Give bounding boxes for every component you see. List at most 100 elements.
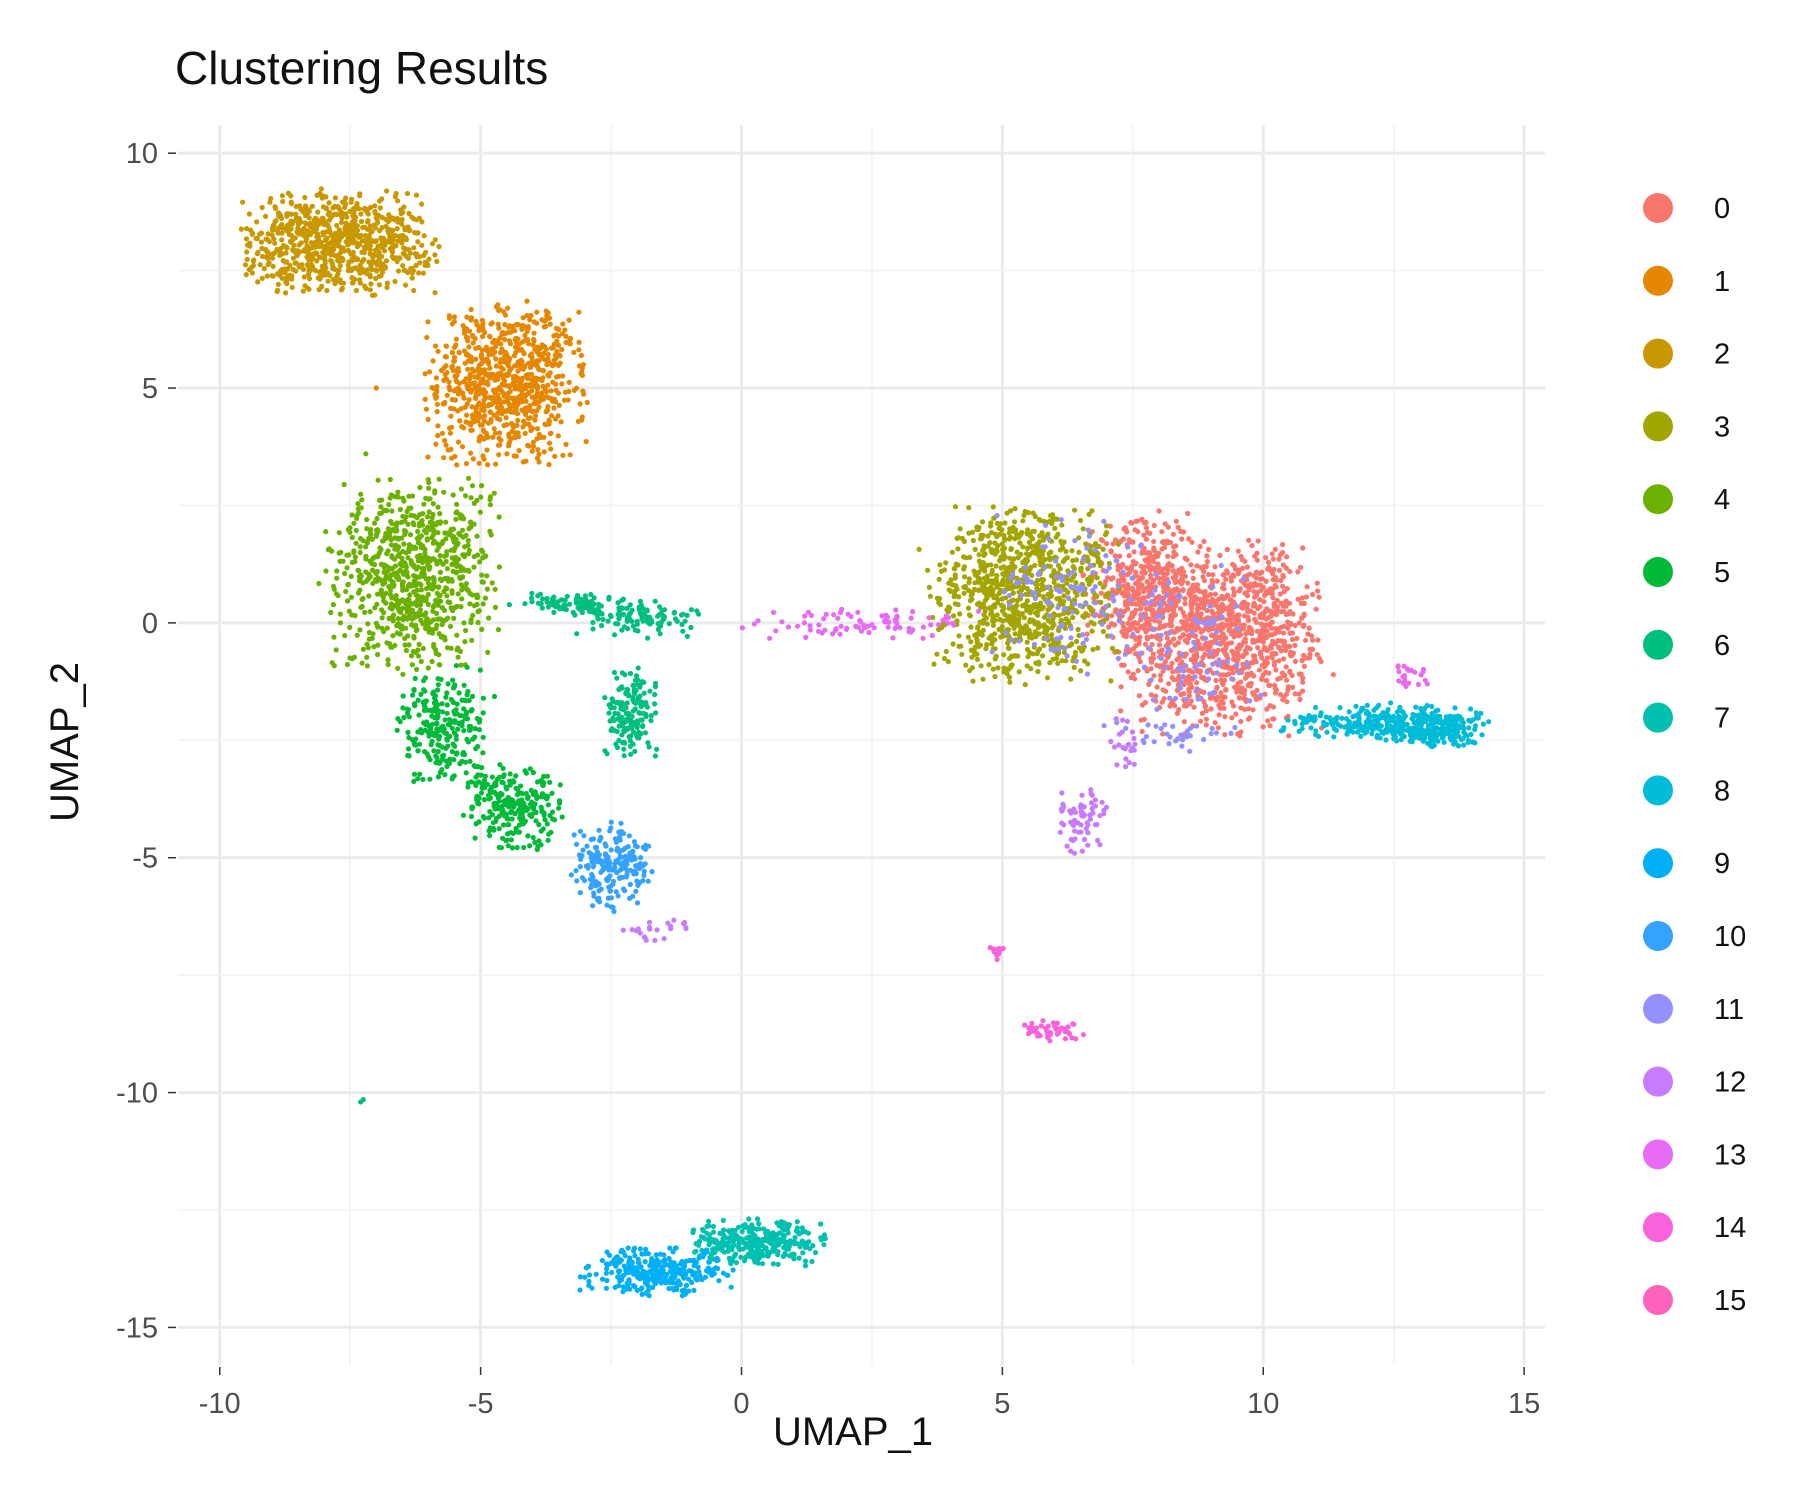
point [989, 641, 995, 647]
point [531, 400, 538, 406]
point [916, 546, 922, 552]
point [477, 422, 483, 428]
point [407, 592, 413, 598]
point [974, 637, 980, 643]
point [247, 243, 253, 249]
point [1266, 670, 1272, 676]
point [543, 346, 549, 352]
point [378, 235, 384, 241]
point [990, 618, 996, 624]
point [361, 244, 367, 250]
point [562, 327, 568, 333]
point [351, 520, 357, 526]
point [354, 232, 361, 238]
point [279, 237, 285, 243]
point [484, 358, 490, 364]
point [451, 358, 457, 364]
point [273, 205, 279, 211]
point [474, 594, 480, 601]
point [367, 223, 373, 229]
point [403, 237, 409, 243]
point [430, 575, 437, 581]
point [251, 257, 257, 263]
point [521, 418, 527, 424]
point [354, 227, 361, 234]
point [433, 699, 439, 705]
point [414, 666, 420, 673]
point [1243, 650, 1249, 656]
point [331, 586, 337, 592]
point [376, 258, 383, 264]
point [1229, 648, 1235, 654]
point [394, 727, 400, 733]
point [515, 417, 521, 423]
point [1131, 611, 1138, 617]
point [396, 233, 402, 239]
point [990, 622, 997, 629]
point [1040, 594, 1046, 600]
point [1164, 540, 1170, 546]
point [320, 267, 326, 273]
point [1000, 571, 1006, 577]
point [1156, 642, 1162, 648]
point [1148, 575, 1154, 581]
point [1125, 620, 1131, 627]
point [488, 401, 494, 408]
point [280, 269, 287, 275]
point [1269, 655, 1275, 661]
point [1069, 548, 1075, 554]
point [330, 277, 336, 283]
point [331, 663, 337, 669]
point [378, 561, 384, 567]
point [1166, 587, 1172, 593]
point [478, 361, 484, 367]
point [1197, 543, 1203, 550]
point [424, 537, 430, 543]
point [1009, 560, 1015, 566]
point [1001, 545, 1008, 551]
point [349, 238, 355, 244]
point [1084, 631, 1090, 637]
point [338, 233, 344, 239]
point [1146, 681, 1152, 688]
point [457, 648, 463, 655]
point [988, 548, 994, 554]
point [425, 618, 431, 625]
point [1251, 573, 1257, 579]
grid [178, 125, 1545, 1365]
point [390, 633, 396, 639]
point [1272, 659, 1278, 665]
point [529, 448, 535, 454]
point [453, 516, 459, 522]
point [492, 344, 498, 350]
point [410, 520, 416, 526]
point [1133, 651, 1139, 657]
point [389, 606, 395, 612]
point [1260, 724, 1266, 730]
point [431, 748, 437, 754]
point [505, 305, 511, 311]
point [1264, 607, 1270, 613]
point [372, 260, 378, 266]
point [970, 678, 976, 684]
point [1248, 631, 1255, 637]
point [1156, 575, 1162, 581]
point [1307, 646, 1313, 652]
point [464, 736, 470, 742]
point [447, 599, 453, 606]
point [1215, 725, 1221, 731]
point [307, 223, 313, 230]
point [1170, 568, 1176, 574]
point [365, 218, 371, 224]
point [1270, 704, 1277, 710]
point [1295, 569, 1301, 575]
point [303, 204, 309, 210]
point [1273, 612, 1279, 618]
point [360, 538, 366, 544]
point [509, 429, 515, 435]
point [362, 283, 368, 289]
point [992, 631, 998, 637]
point [550, 398, 556, 404]
point [1244, 564, 1250, 570]
point [445, 576, 452, 582]
